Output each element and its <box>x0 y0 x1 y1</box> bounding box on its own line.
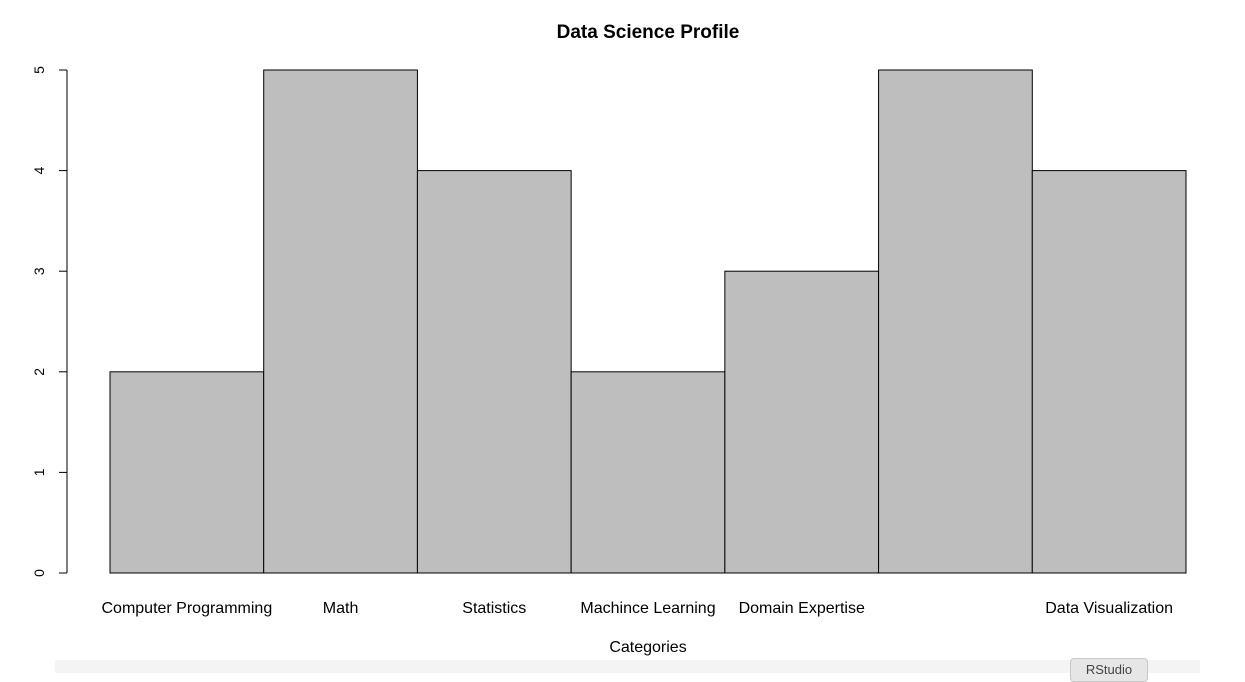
bar-6 <box>1031 170 1187 574</box>
bar-0 <box>109 371 265 574</box>
category-label-4: Domain Expertise <box>739 600 865 617</box>
category-labels: Computer Programming Math Statistics Machin… <box>101 600 1173 617</box>
y-axis: 0 1 2 3 4 5 <box>31 66 68 577</box>
y-tick-label-1: 1 <box>31 468 47 476</box>
category-label-1: Math <box>323 600 359 617</box>
chart-title: Data Science Profile <box>557 22 740 43</box>
category-label-2: Statistics <box>462 600 526 617</box>
rstudio-badge[interactable]: RStudio <box>1070 658 1148 682</box>
bar-3 <box>570 371 726 574</box>
bars-group <box>109 69 1187 574</box>
bar-2 <box>416 170 572 574</box>
y-tick-label-0: 0 <box>31 569 47 577</box>
y-tick-label-2: 2 <box>31 368 47 376</box>
bottom-strip <box>55 660 1200 673</box>
bar-1 <box>263 69 418 574</box>
y-tick-label-3: 3 <box>31 267 47 275</box>
x-axis-label: Categories <box>609 639 686 656</box>
category-label-6: Data Visualization <box>1045 600 1173 617</box>
bar-5 <box>878 69 1033 574</box>
category-label-0: Computer Programming <box>101 600 272 617</box>
bar-4 <box>724 270 880 574</box>
category-label-3: Machince Learning <box>580 600 715 617</box>
y-tick-label-5: 5 <box>31 66 47 74</box>
y-tick-label-4: 4 <box>31 166 47 174</box>
